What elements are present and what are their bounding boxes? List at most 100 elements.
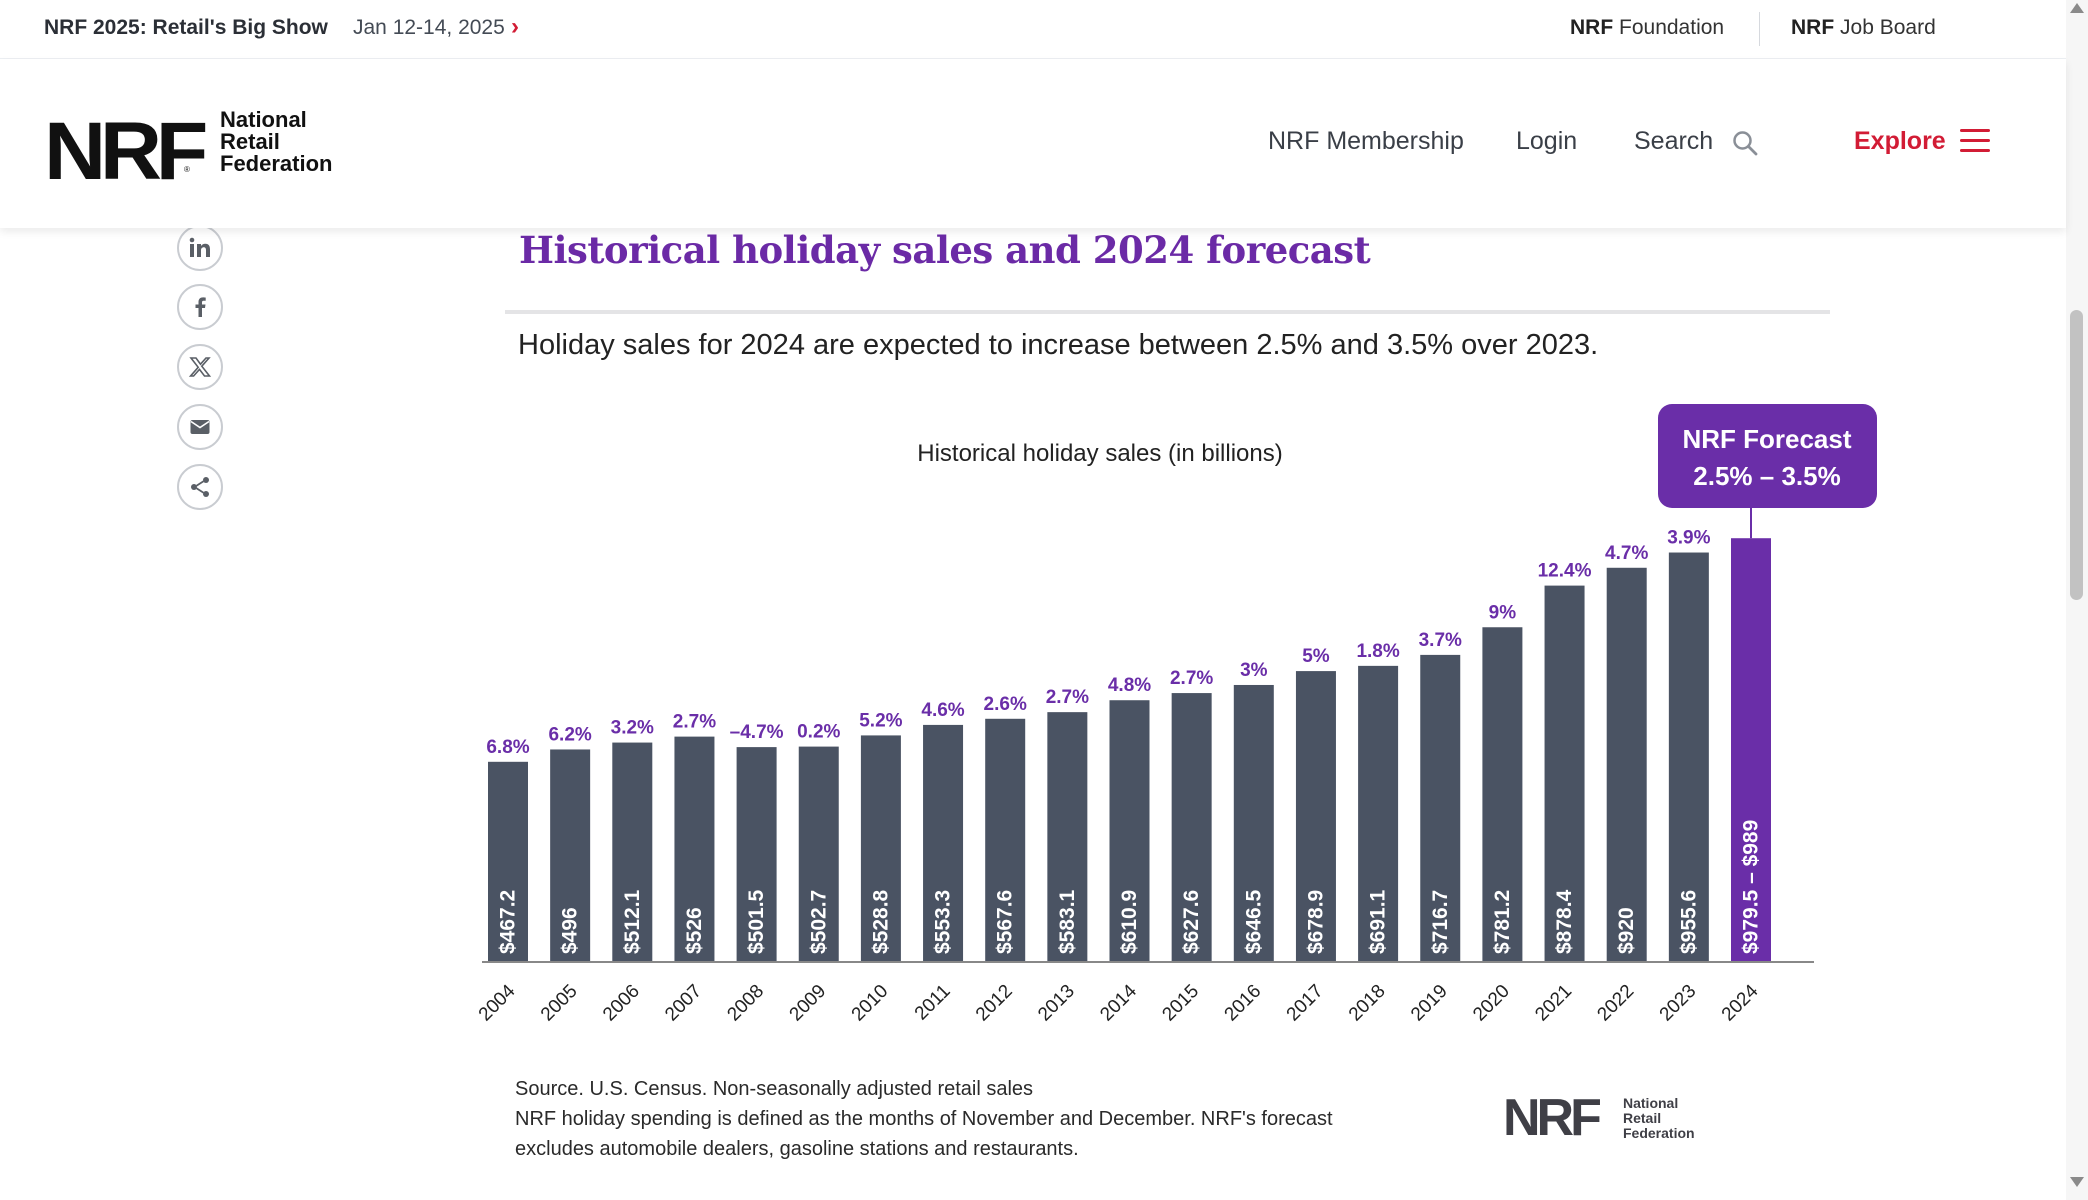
bar-2018 [1358,665,1399,962]
scroll-down-arrow-icon[interactable] [2070,1177,2084,1187]
share-x-button[interactable] [177,344,223,390]
bar-2005 [550,749,591,962]
nav-membership[interactable]: NRF Membership [1268,127,1464,155]
nav-search[interactable]: Search [1634,127,1714,155]
chart-logo-line-2: Retail [1623,1110,1662,1126]
bar-2015 [1171,693,1212,962]
share-more-button[interactable] [177,464,223,510]
growth-label-2017: 5% [1302,646,1330,667]
growth-label-2022: 4.7% [1605,543,1648,564]
year-label-2024: 2024 [1718,980,1763,1025]
scrollbar-thumb[interactable] [2070,310,2083,600]
nrf-foundation-link[interactable]: NRF Foundation [1570,16,1724,40]
bar-2012 [985,718,1026,962]
bar-value-label-2005: $496 [559,907,582,954]
bar-value-label-2009: $502.7 [807,890,830,954]
bar-value-label-2024: $979.5 – $989 [1740,820,1763,954]
year-label-2020: 2020 [1469,981,1514,1026]
bar-value-label-2023: $955.6 [1677,890,1700,954]
nav-login[interactable]: Login [1516,127,1578,155]
bar-value-label-2015: $627.6 [1180,890,1203,954]
year-label-2023: 2023 [1656,981,1701,1026]
year-label-2014: 2014 [1096,980,1141,1025]
bar-2010 [860,735,901,962]
bar-value-label-2007: $526 [683,907,706,954]
jobboard-label: Job Board [1840,16,1936,39]
year-label-2015: 2015 [1158,981,1203,1026]
chevron-right-icon[interactable]: › [511,13,519,40]
bar-2024 [1731,538,1771,962]
logo-wordmark: National Retail Federation [220,109,332,175]
logo-registered: ® [184,165,190,174]
scrollbar-track[interactable] [2066,0,2088,1200]
growth-label-2010: 5.2% [859,710,902,731]
year-label-2004: 2004 [475,980,520,1025]
bar-value-label-2012: $567.6 [994,890,1017,954]
year-label-2009: 2009 [786,981,831,1026]
logo-line-3: Federation [220,151,333,176]
year-label-2005: 2005 [537,981,582,1026]
bar-2014 [1109,700,1150,962]
linkedin-icon [189,237,210,257]
year-label-2012: 2012 [972,981,1017,1026]
bar-2007 [674,736,715,962]
chart-logo-line-1: National [1623,1095,1679,1111]
growth-label-2023: 3.9% [1667,528,1710,549]
nrf-job-board-link[interactable]: NRF Job Board [1791,16,1936,40]
nav-explore[interactable]: Explore [1854,127,1946,155]
scroll-up-arrow-icon[interactable] [2070,3,2084,13]
year-label-2013: 2013 [1034,981,1079,1026]
title-divider [505,310,1830,314]
year-label-2016: 2016 [1221,981,1266,1026]
search-icon[interactable] [1732,130,1758,156]
foundation-label: Foundation [1619,16,1725,39]
bar-2011 [923,724,964,962]
bar-2020 [1482,627,1523,962]
article-chart-title: Historical holiday sales and 2024 foreca… [519,228,1371,272]
logo-line-1: National [220,107,307,132]
bar-value-label-2008: $501.5 [745,889,768,954]
year-label-2007: 2007 [661,981,706,1026]
share-email-button[interactable] [177,404,223,450]
email-icon [190,420,210,434]
logo-mark: NRF [44,106,208,197]
bar-value-label-2019: $716.7 [1429,890,1452,954]
hamburger-menu-icon[interactable] [1960,129,1990,153]
share-linkedin-button[interactable] [177,225,223,271]
bar-2004 [488,761,528,962]
share-facebook-button[interactable] [177,284,223,330]
year-label-2017: 2017 [1283,981,1328,1026]
foundation-brand: NRF [1570,16,1614,39]
bar-value-label-2016: $646.5 [1242,889,1265,954]
event-date[interactable]: Jan 12-14, 2025 [353,16,505,39]
bar-2008 [736,747,777,962]
jobboard-brand: NRF [1791,16,1835,39]
growth-label-2016: 3% [1240,660,1268,681]
bar-2016 [1233,684,1274,962]
topbar-divider [1759,12,1760,46]
year-label-2011: 2011 [911,981,955,1025]
bar-value-label-2021: $878.4 [1553,889,1576,954]
year-label-2006: 2006 [599,981,644,1026]
bar-2023 [1668,552,1709,962]
bar-value-label-2006: $512.1 [621,889,644,954]
forecast-callout: NRF Forecast 2.5% – 3.5% [1658,404,1877,539]
growth-label-2021: 12.4% [1538,561,1592,582]
bar-2021 [1544,585,1585,962]
chart-logo-mark: NRF [1503,1089,1602,1147]
bar-2022 [1606,567,1647,962]
growth-label-2018: 1.8% [1356,641,1399,662]
growth-label-2020: 9% [1489,602,1517,623]
site-header: NRF ® National Retail Federation NRF Mem… [0,59,2066,228]
year-label-2018: 2018 [1345,981,1390,1026]
article-subtitle: Holiday sales for 2024 are expected to i… [518,329,1599,361]
chart-logo-line-3: Federation [1623,1125,1695,1141]
bar-value-label-2022: $920 [1615,907,1638,954]
nrf-logo[interactable]: NRF ® National Retail Federation [44,106,354,197]
growth-label-2005: 6.2% [548,724,591,745]
event-name-link[interactable]: NRF 2025: Retail's Big Show [44,16,328,39]
growth-label-2015: 2.7% [1170,668,1213,689]
growth-label-2008: –4.7% [730,722,784,743]
forecast-callout-box [1658,404,1877,508]
